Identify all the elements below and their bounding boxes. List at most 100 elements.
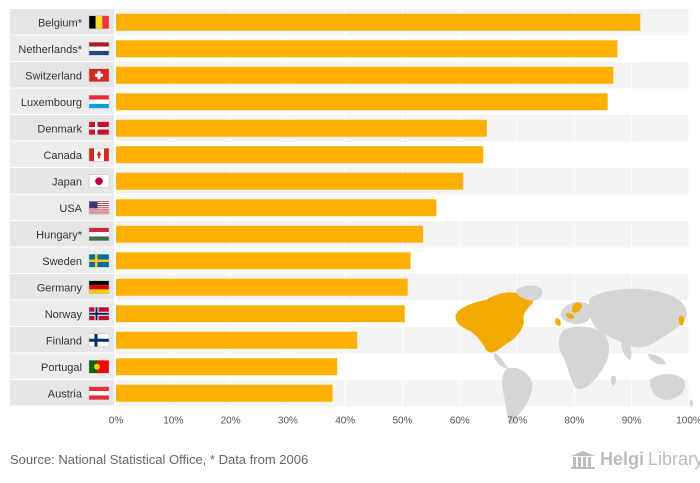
flag-stripe [89, 386, 109, 392]
flag-border [88, 386, 110, 400]
flag-border [88, 201, 110, 215]
category-label: Finland [46, 335, 82, 347]
flag-stripe [89, 50, 109, 56]
x-tick-label: 10% [163, 416, 183, 427]
flag-switzerland-icon [88, 68, 110, 82]
category-label: Hungary* [36, 229, 83, 241]
map-japan [678, 315, 685, 326]
map-india [621, 340, 632, 360]
bar-finland [116, 331, 358, 349]
flag-stripe [89, 391, 109, 396]
category-label: Luxembourg [21, 97, 82, 109]
map-central-america [494, 352, 508, 369]
flag-border [88, 68, 110, 82]
bar-canada [116, 146, 484, 164]
flag-stripe [89, 360, 97, 374]
x-tick-label: 80% [564, 416, 584, 427]
category-label: Denmark [37, 123, 82, 135]
flag-stripe [89, 46, 109, 51]
x-tick-label: 30% [278, 416, 298, 427]
flag-luxembourg-icon [88, 95, 110, 109]
flag-cross [95, 73, 103, 77]
flag-stripe [89, 211, 109, 213]
x-tick-label: 90% [622, 416, 642, 427]
flag-stripe [89, 15, 96, 29]
bar-portugal [116, 358, 338, 376]
bar-netherlands [116, 40, 618, 58]
flag-border [88, 280, 110, 294]
flag-sweden-icon [88, 254, 110, 268]
flag-stripe [89, 210, 109, 212]
map-madagascar [610, 375, 617, 386]
flag-stripe [89, 203, 109, 205]
bar-japan [116, 172, 464, 190]
category-label: Austria [48, 388, 83, 400]
flag-stripe [89, 395, 109, 400]
map-north-america [455, 292, 534, 353]
flag-border [88, 227, 110, 241]
flag-cross [89, 127, 109, 130]
category-label: Japan [52, 176, 82, 188]
category-label: USA [59, 203, 82, 215]
flag-stripe [89, 209, 109, 211]
category-label: Germany [37, 282, 83, 294]
flag-stripe [89, 285, 109, 290]
flag-cross [89, 312, 109, 315]
map-greenland [516, 285, 543, 301]
logo-text-library: Library. [648, 449, 700, 469]
x-tick-label: 100% [676, 416, 700, 427]
maple-leaf [96, 150, 102, 159]
flag-disc [95, 177, 103, 186]
x-tick-label: 20% [221, 416, 241, 427]
flag-border [88, 360, 110, 374]
map-europe [560, 302, 592, 325]
chart: Belgium* Netherlands* Switzerland Luxembour… [10, 9, 700, 427]
logo-text-helgi: Helgi [600, 449, 645, 469]
flag-stripe [89, 207, 109, 209]
bar-denmark [116, 119, 487, 137]
flag-stripe [89, 212, 109, 214]
category-label: Sweden [42, 256, 82, 268]
flag-stripe [89, 236, 109, 241]
flag-border [88, 254, 110, 268]
flag-stripe [89, 227, 109, 233]
flag-portugal-icon [88, 360, 110, 374]
bar-belgium [116, 13, 641, 31]
flag-denmark-icon [88, 121, 110, 135]
category-label: Belgium* [38, 17, 83, 29]
flag-stripe [89, 205, 109, 207]
category-label: Norway [45, 309, 83, 321]
flag-border [88, 307, 110, 321]
bar-hungary [116, 225, 424, 243]
flag-stripe [89, 42, 109, 47]
x-tick-label: 40% [335, 416, 355, 427]
world-map [455, 285, 693, 425]
flag-canada-icon [88, 148, 110, 162]
flag-usa-icon [88, 201, 110, 215]
map-south-america [502, 367, 533, 425]
map-new-zealand [689, 399, 693, 408]
bar-austria [116, 384, 333, 402]
flag-stripe [97, 360, 109, 374]
bar-sweden [116, 252, 411, 270]
bar-switzerland [116, 66, 614, 84]
flag-stripe [89, 103, 109, 109]
flag-border [88, 121, 110, 135]
flag-stripe [89, 280, 109, 286]
map-australia [650, 374, 686, 400]
map-benelux [566, 313, 574, 319]
flag-cross [89, 259, 109, 262]
map-africa [558, 326, 610, 389]
map-portugal [555, 318, 561, 326]
flag-finland-icon [88, 333, 110, 347]
flag-stripe [89, 201, 109, 203]
map-nordics [572, 302, 582, 313]
category-label: Netherlands* [18, 44, 82, 56]
bar-usa [116, 199, 437, 217]
flag-stripe [89, 148, 94, 162]
map-asia [588, 288, 687, 348]
category-label: Canada [43, 150, 82, 162]
flag-belgium-icon [88, 15, 110, 29]
flag-stripe [102, 15, 109, 29]
map-southeast-asia [648, 354, 666, 365]
